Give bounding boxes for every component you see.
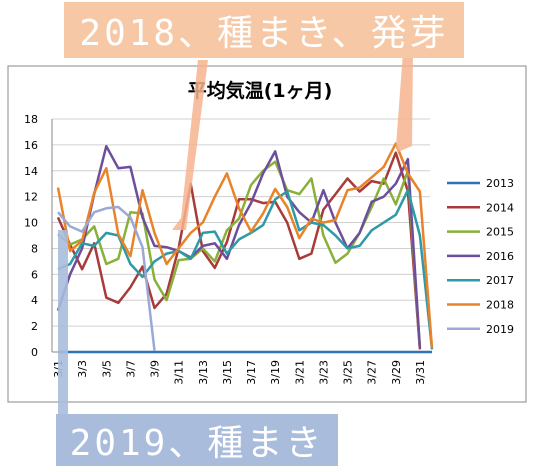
x-tick-label: 3/3 [76, 360, 89, 378]
bar-2019 [58, 230, 68, 416]
y-tick-label: 2 [31, 320, 38, 333]
x-tick-label: 3/25 [342, 360, 355, 385]
legend-label-2019: 2019 [486, 323, 514, 336]
x-tick-label: 3/9 [149, 360, 162, 378]
arrow-2018-left [172, 60, 208, 230]
x-tick-label: 3/7 [124, 360, 137, 378]
annotation-2018-sowing-germination: 2018、種まき、発芽 [64, 2, 464, 58]
y-tick-label: 10 [24, 217, 38, 230]
y-tick-label: 18 [24, 113, 38, 126]
x-tick-label: 3/29 [390, 360, 403, 385]
legend-label-2014: 2014 [486, 201, 514, 214]
series-line-2018 [56, 142, 434, 349]
x-tick-label: 3/23 [317, 360, 330, 385]
x-axis-tick-labels: 3/13/33/53/73/93/113/133/153/173/193/213… [52, 360, 427, 385]
x-tick-label: 3/31 [414, 360, 427, 385]
legend-label-2018: 2018 [486, 299, 514, 312]
legend-label-2016: 2016 [486, 250, 514, 263]
y-axis-tick-labels: 0 2 4 6 8 10 12 14 16 18 [24, 113, 38, 359]
series-line-2019 [57, 205, 156, 351]
legend-label-2017: 2017 [486, 274, 514, 287]
x-tick-label: 3/15 [221, 360, 234, 385]
y-tick-label: 8 [31, 242, 38, 255]
series-lines [56, 142, 434, 354]
series-line-2016 [56, 144, 422, 349]
y-tick-label: 0 [31, 346, 38, 359]
x-tick-label: 3/19 [269, 360, 282, 385]
x-tick-label: 3/17 [245, 360, 258, 385]
series-line-2014 [56, 151, 422, 350]
chart-frame [7, 65, 527, 403]
y-tick-label: 4 [31, 294, 38, 307]
legend-label-2015: 2015 [486, 226, 514, 239]
x-tick-label: 3/21 [293, 360, 306, 385]
x-tick-label: 3/5 [100, 360, 113, 378]
y-tick-label: 16 [24, 139, 38, 152]
x-tick-label: 3/27 [366, 360, 379, 385]
legend: 2013 2014 2015 2016 2017 2018 2019 [447, 177, 514, 336]
y-tick-label: 14 [24, 165, 38, 178]
chart-title: 平均気温(1ヶ月) [188, 79, 333, 102]
x-tick-label: 3/11 [173, 360, 186, 385]
y-tick-label: 6 [31, 268, 38, 281]
annotation-2019-sowing: 2019、種まき [56, 414, 338, 466]
x-tick-label: 3/13 [197, 360, 210, 385]
arrow-2018-right [396, 52, 413, 152]
legend-label-2013: 2013 [486, 177, 514, 190]
y-tick-label: 12 [24, 191, 38, 204]
